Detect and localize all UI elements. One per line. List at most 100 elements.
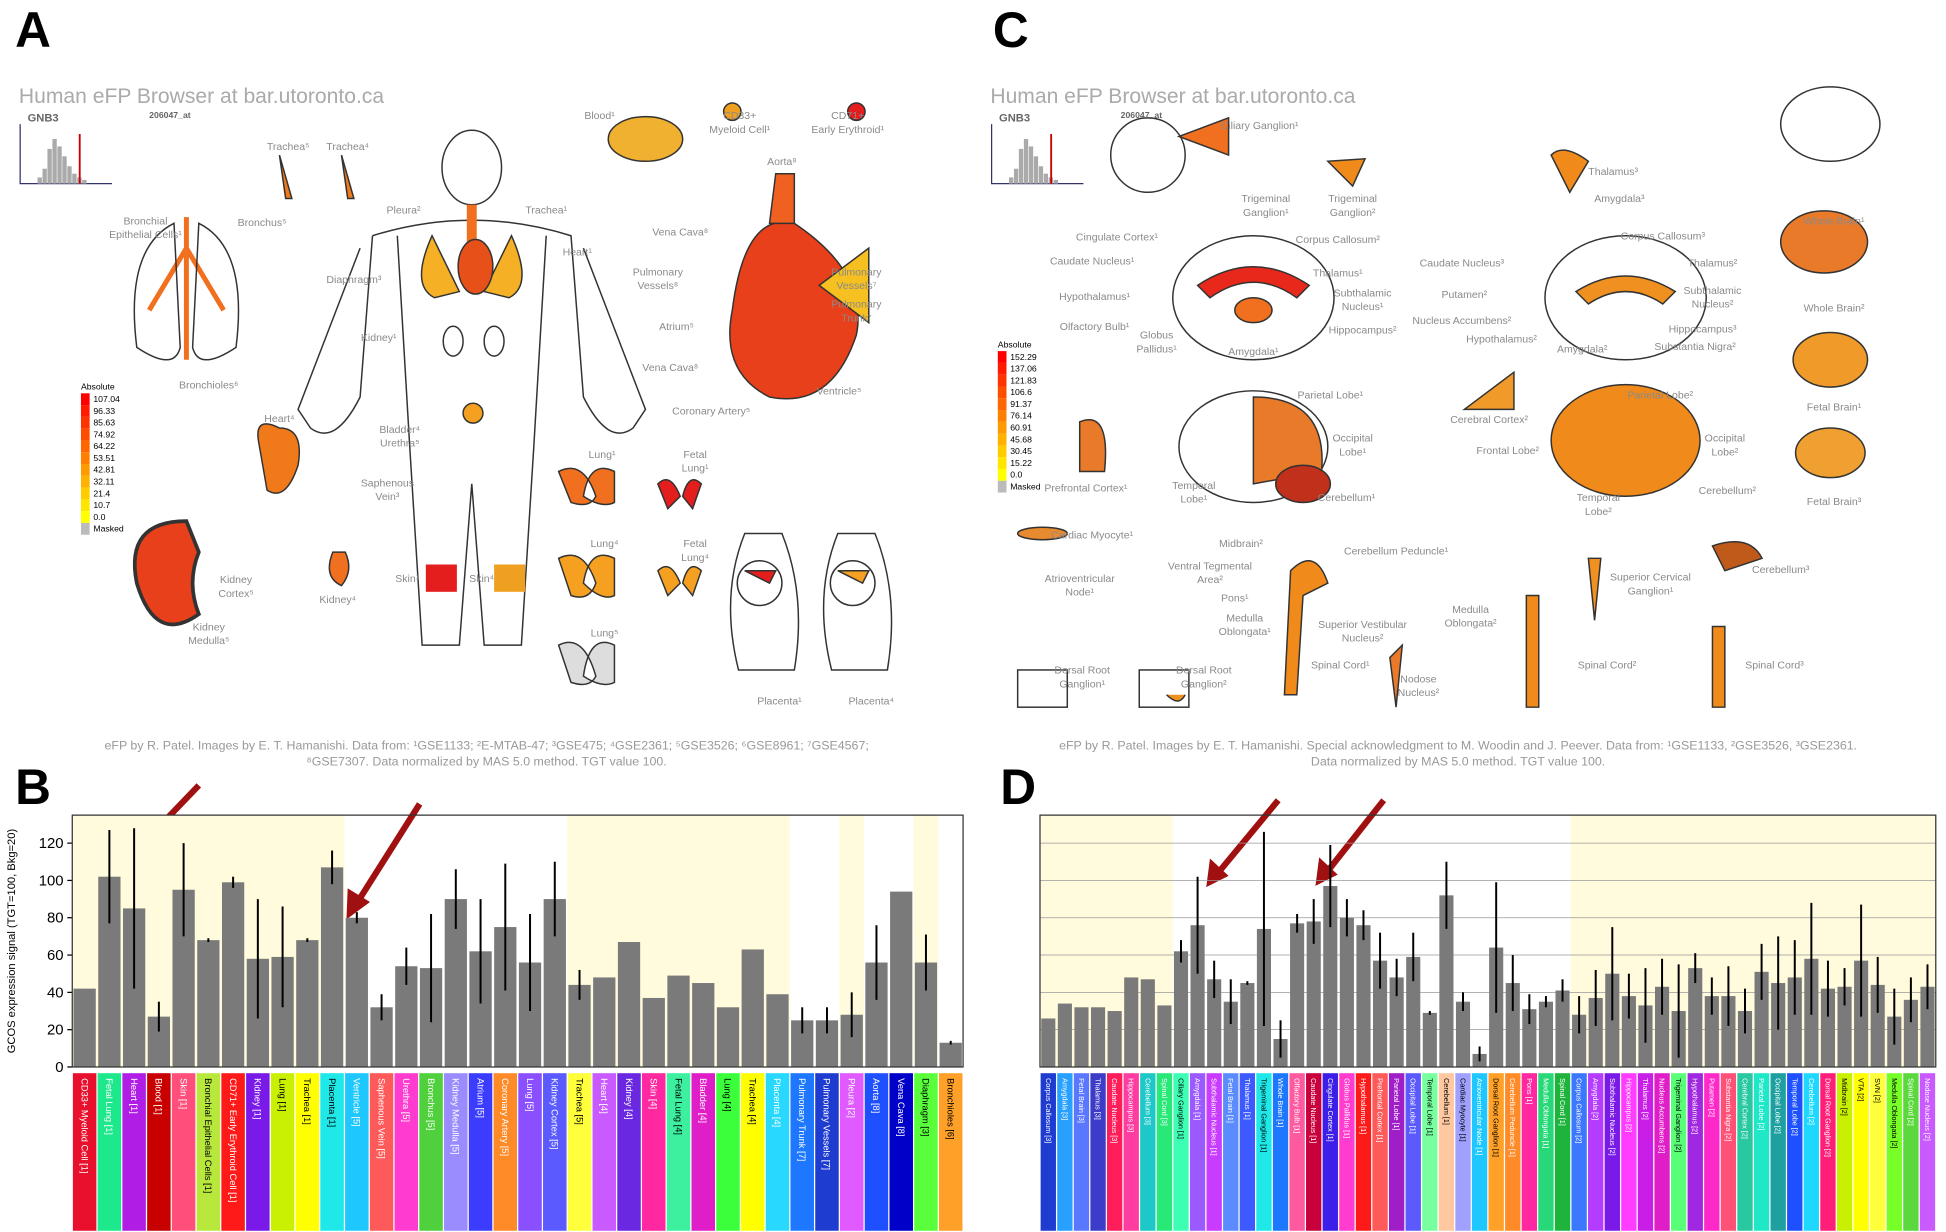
category-label-box bbox=[592, 1073, 617, 1231]
histogram-icon-bar bbox=[42, 168, 47, 184]
category-label-box bbox=[1886, 1073, 1902, 1231]
category-label-box bbox=[815, 1073, 839, 1231]
x-tick-label: Medulla Oblongata [2] bbox=[1890, 1078, 1899, 1148]
x-tick-label: Hippocampus [3] bbox=[1127, 1078, 1136, 1132]
tissue-label: Lung¹ bbox=[682, 462, 709, 474]
category-label-box bbox=[1057, 1073, 1073, 1231]
category-label-box bbox=[1670, 1073, 1687, 1231]
x-tick-label: Hypothalamus [1] bbox=[1359, 1078, 1368, 1134]
category-label-box bbox=[196, 1073, 221, 1231]
credit: ⁸GSE7307. Data normalized by MAS 5.0 met… bbox=[307, 755, 667, 769]
histogram-icon-bar bbox=[1043, 173, 1049, 184]
scale-swatch bbox=[997, 421, 1007, 434]
bar bbox=[1140, 979, 1155, 1067]
tissue-label: Vein³ bbox=[375, 491, 399, 503]
x-tick-label: Nucleus Accumbens [2] bbox=[1658, 1078, 1667, 1153]
category-label-box bbox=[1223, 1073, 1239, 1231]
x-tick-label: Placenta [4] bbox=[772, 1078, 782, 1127]
category-label-box bbox=[1272, 1073, 1289, 1231]
category-label-box bbox=[716, 1073, 740, 1231]
bar bbox=[593, 977, 616, 1067]
category-label-box bbox=[666, 1073, 691, 1231]
tissue-label: Nucleus¹ bbox=[1342, 301, 1384, 313]
scale-swatch bbox=[997, 351, 1007, 363]
tissue-label: Thalamus² bbox=[1688, 258, 1738, 270]
histogram-icon-bar bbox=[72, 173, 77, 184]
panel-letter: A bbox=[15, 2, 51, 58]
tissue-label: Oblongata¹ bbox=[1219, 626, 1272, 638]
tissue-label: Nucleus² bbox=[1398, 687, 1440, 699]
panel-letter: C bbox=[993, 2, 1029, 58]
x-tick-label: Heart [4] bbox=[599, 1078, 609, 1114]
histogram-icon-bar bbox=[1023, 138, 1029, 184]
category-label-box bbox=[765, 1073, 790, 1231]
histogram-icon-bar bbox=[47, 148, 52, 184]
tissue-label: CD33+ bbox=[723, 110, 756, 122]
category-label-box bbox=[1820, 1073, 1836, 1231]
histogram-icon-bar bbox=[62, 156, 67, 184]
bar bbox=[73, 988, 96, 1067]
scale-swatch bbox=[80, 405, 90, 417]
tissue-label: Pulmonary bbox=[633, 266, 684, 278]
x-tick-label: Substantia Nigra [2] bbox=[1724, 1078, 1733, 1141]
y-tick-label: 20 bbox=[47, 1023, 64, 1039]
category-label-box bbox=[1753, 1073, 1770, 1231]
tissue-label: Vessels⁸ bbox=[637, 280, 678, 292]
tissue-label: Urethra⁵ bbox=[380, 438, 419, 450]
bar bbox=[1057, 1003, 1072, 1067]
bar bbox=[1439, 895, 1454, 1067]
tissue-label: Myeloid Cell¹ bbox=[709, 124, 770, 136]
tissue-label: Hippocampus³ bbox=[1669, 324, 1737, 336]
tissue-label: Lung⁴ bbox=[591, 538, 619, 550]
scale-swatch bbox=[80, 440, 90, 453]
tissue-label: Olfactory Bulb¹ bbox=[1060, 321, 1130, 333]
x-tick-label: Cingulate Cortex [1] bbox=[1326, 1078, 1335, 1142]
x-tick-label: Cerebellum [2] bbox=[1807, 1078, 1816, 1125]
x-tick-label: Pulmonary Trunk [7] bbox=[797, 1078, 807, 1161]
x-tick-label: Amygdala [2] bbox=[1591, 1078, 1600, 1120]
x-tick-label: Occipital Lobe [1] bbox=[1409, 1078, 1418, 1134]
y-tick-label: 60 bbox=[47, 948, 64, 964]
illustration-c bbox=[1016, 86, 1881, 708]
x-tick-label: Heart [1] bbox=[129, 1078, 139, 1114]
category-label-box bbox=[419, 1073, 443, 1231]
tissue-label: Whole Brain¹ bbox=[1804, 216, 1865, 228]
bar bbox=[1920, 986, 1935, 1067]
x-tick-label: Cardiac Myocyte [1] bbox=[1458, 1078, 1467, 1142]
tissue-label: Nodose bbox=[1400, 673, 1436, 685]
x-tick-label: Spinal Cord [3] bbox=[1160, 1078, 1169, 1126]
category-label-box bbox=[1322, 1073, 1338, 1231]
tissue-label: Cardiac Myocyte¹ bbox=[1051, 529, 1133, 541]
bar bbox=[469, 951, 492, 1067]
bar bbox=[221, 882, 245, 1067]
category-label-box bbox=[1621, 1073, 1637, 1231]
category-label-box bbox=[1654, 1073, 1670, 1231]
x-tick-label: Amygdala [3] bbox=[1060, 1078, 1069, 1120]
tissue-label: Fetal bbox=[683, 538, 706, 550]
category-label-box bbox=[518, 1073, 542, 1231]
bar bbox=[766, 994, 789, 1067]
tissue-label: Occipital bbox=[1332, 433, 1372, 445]
panel-letter: D bbox=[1000, 759, 1036, 815]
scale-swatch bbox=[997, 445, 1007, 458]
scale-title: Absolute bbox=[81, 382, 115, 392]
x-tick-label: Cerebellum Peduncle [1] bbox=[1508, 1078, 1517, 1157]
x-tick-label: Nodose Nucleus [2] bbox=[1923, 1078, 1932, 1141]
tissue-label: Saphenous bbox=[361, 477, 414, 489]
category-label-box bbox=[493, 1073, 518, 1231]
histogram-icon-bar bbox=[1008, 177, 1014, 184]
category-label-box bbox=[295, 1073, 320, 1231]
tissue-label: Vessels⁷ bbox=[836, 280, 876, 292]
tissue-label: Fetal bbox=[683, 449, 706, 461]
tissue-label: Amygdala¹ bbox=[1228, 346, 1279, 358]
x-tick-label: Olfactory Bulb [1] bbox=[1293, 1078, 1302, 1133]
tissue-label: Placenta¹ bbox=[757, 696, 802, 708]
tissue-label: Bronchioles⁶ bbox=[179, 379, 238, 391]
histogram-icon-bar bbox=[1028, 146, 1034, 184]
x-tick-label: Pulmonary Vessels [7] bbox=[822, 1078, 832, 1170]
category-label-box bbox=[320, 1073, 344, 1231]
x-tick-label: Cerebral Cortex [2] bbox=[1740, 1078, 1749, 1139]
category-label-box bbox=[1770, 1073, 1786, 1231]
tissue-label: Bladder⁴ bbox=[379, 424, 420, 436]
